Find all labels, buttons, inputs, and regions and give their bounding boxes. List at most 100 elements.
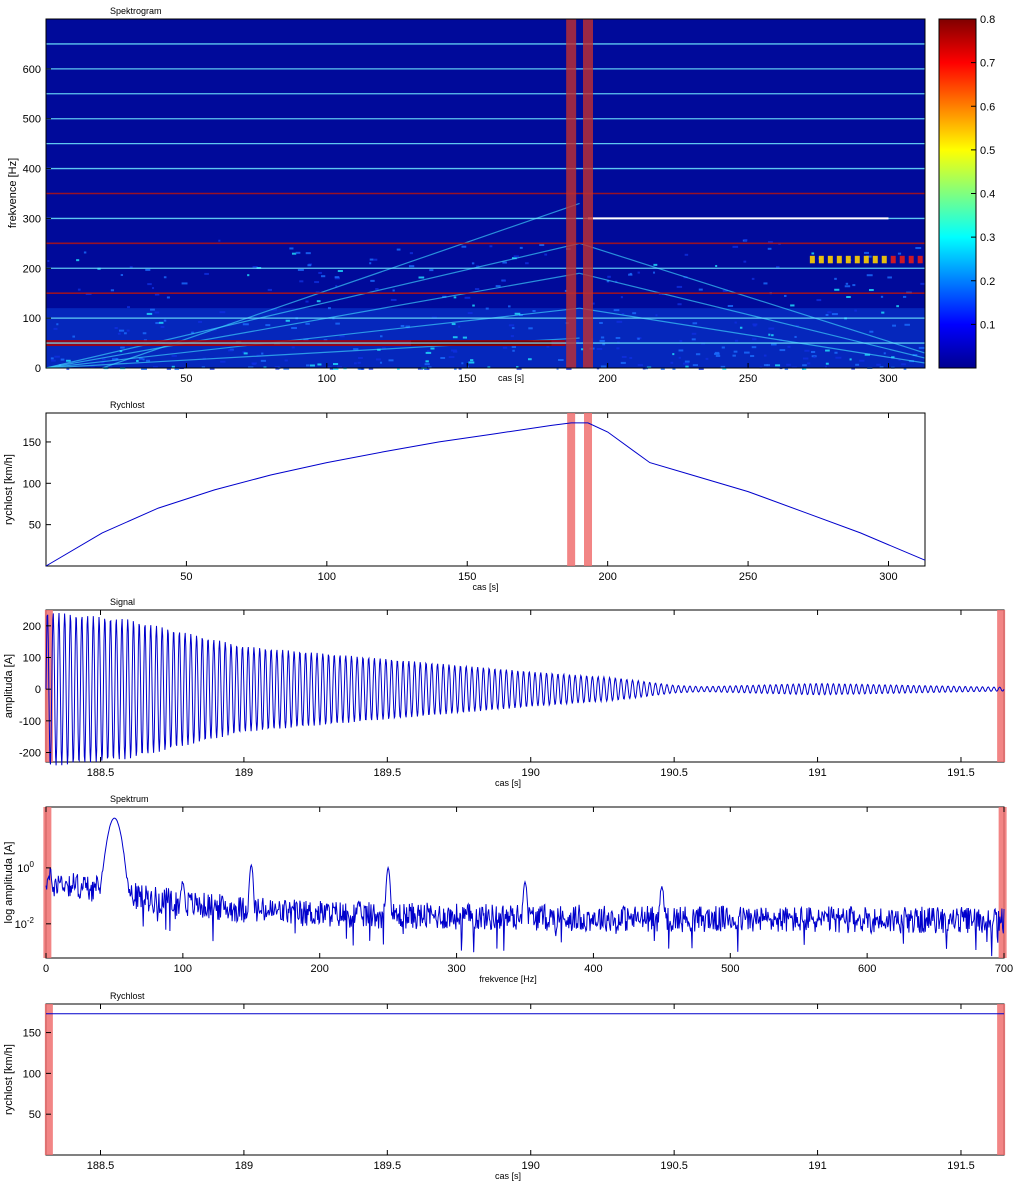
colorbar-tick-label: 0.4 — [980, 189, 995, 201]
spectrogram-cell — [370, 279, 375, 282]
spectrogram-cell — [511, 327, 515, 330]
spectrogram-cell — [744, 351, 750, 354]
spectrogram-cell — [327, 307, 331, 310]
colorbar-ticks: 0.1 0.2 0.3 0.4 0.5 0.6 0.7 0.8 — [971, 14, 995, 331]
spectrogram-cell — [332, 367, 339, 370]
spectrogram-cell — [790, 304, 795, 307]
y-axis-label: amplituda [A] — [3, 654, 15, 718]
spectrogram-cell — [866, 255, 872, 258]
x-tick-label: 50 — [180, 571, 192, 583]
x-tick-label: 50 — [180, 373, 192, 385]
y-tick-label: 100 — [23, 1068, 41, 1080]
y-tick-label: 300 — [23, 213, 41, 225]
spectrogram-cell — [260, 359, 266, 362]
spectrogram-cell — [751, 346, 757, 349]
spectrogram-cell — [722, 289, 728, 292]
spectrogram-cell — [332, 363, 339, 366]
spectrogram-cell — [120, 274, 124, 277]
colorbar — [938, 18, 977, 369]
spectrogram-cell — [528, 327, 533, 330]
spectrogram-cell — [768, 327, 775, 330]
x-tick-label: 188.5 — [87, 1160, 115, 1172]
spectrogram-cell — [628, 273, 633, 276]
spectrogram-cell — [461, 362, 464, 365]
spectrogram-cell — [866, 274, 873, 277]
spectrogram-cell — [219, 311, 226, 314]
spectrogram-cell — [615, 336, 621, 339]
spectrogram-cell — [720, 365, 726, 368]
spectrogram-cell — [452, 336, 458, 339]
spectrogram-cell — [653, 271, 656, 274]
panel-title: Rychlost — [110, 400, 145, 410]
spectrogram-cell — [642, 367, 646, 370]
y-tick-label: -100 — [19, 716, 41, 728]
spectrogram-cell — [53, 327, 58, 330]
colorbar-tick-label: 0.1 — [980, 319, 995, 331]
spectrogram-cell — [834, 351, 838, 354]
spectrogram-cell — [198, 320, 203, 323]
spectrogram-cell — [655, 314, 658, 317]
spectrogram-cell — [120, 346, 125, 349]
x-tick-label: 0 — [43, 963, 49, 975]
spectrogram-cell — [683, 362, 689, 365]
spectrogram-cell — [600, 365, 607, 368]
order-trace — [45, 242, 580, 369]
panel-title: Rychlost — [110, 991, 145, 1001]
spectrogram-cell — [335, 322, 340, 325]
spectrogram-cell — [881, 311, 885, 314]
spectrogram-cell — [776, 266, 780, 269]
spectrogram-cell — [297, 268, 304, 271]
spectrogram-cell — [734, 339, 739, 342]
low-frequency-band — [46, 308, 925, 368]
spectrogram-cell — [425, 351, 432, 354]
colorbar-tick-label: 0.3 — [980, 232, 995, 244]
spectrogram-cell — [897, 252, 902, 255]
spectrogram-cell — [209, 367, 215, 370]
spectrogram-cell — [732, 354, 736, 357]
spectrogram-cell — [670, 361, 674, 364]
spectrogram-cell — [218, 239, 221, 242]
spectrogram-cell — [51, 359, 56, 362]
spectrogram-cell — [763, 354, 767, 357]
spectrogram-cell — [261, 352, 264, 355]
spectrogram-cell — [283, 367, 290, 370]
spectrogram-cell — [514, 312, 521, 315]
spectrogram-cell — [60, 358, 65, 361]
spectrogram-cell — [171, 365, 175, 368]
spectrogram-cell — [153, 366, 158, 369]
spectrogram-cell — [427, 366, 432, 369]
y-tick-label: 400 — [23, 164, 41, 176]
spectrogram-cell — [474, 288, 480, 291]
series-line — [45, 422, 926, 567]
spectrogram-cell — [855, 363, 860, 366]
spectrogram-cell — [291, 327, 297, 330]
spectrogram-cell — [101, 358, 106, 361]
order-trace — [579, 242, 926, 354]
spectrogram-cell — [684, 253, 689, 256]
spectrogram-cell — [314, 281, 320, 284]
spectrogram-cell — [632, 312, 637, 315]
spectrogram-cell — [181, 282, 188, 285]
spectrogram-cell — [335, 285, 338, 288]
spectrogram-cell — [903, 367, 907, 370]
x-tick-label: 190 — [522, 1160, 540, 1172]
spectrogram-cell — [599, 321, 603, 324]
plot-area — [45, 1003, 1005, 1156]
spectrogram-cell — [879, 366, 884, 369]
spectrogram-cell — [864, 251, 870, 254]
spectrogram-cell — [458, 325, 461, 328]
spectrogram-cell — [158, 321, 164, 324]
x-tick-label: 400 — [584, 963, 602, 975]
pulse-cell — [908, 255, 914, 264]
spectrogram-cell — [204, 272, 209, 275]
y-tick-label: 150 — [23, 1028, 41, 1040]
spectrogram-cell — [854, 309, 857, 312]
spectrogram-cell — [329, 367, 333, 370]
pulse-cell — [863, 255, 869, 264]
spectrogram-cell — [375, 358, 381, 361]
spectrogram-cell — [849, 358, 852, 361]
spectrogram-cell — [373, 258, 378, 261]
spectrogram-cell — [353, 362, 357, 365]
spectrogram-cell — [766, 364, 771, 367]
spectrogram-cell — [146, 312, 153, 315]
